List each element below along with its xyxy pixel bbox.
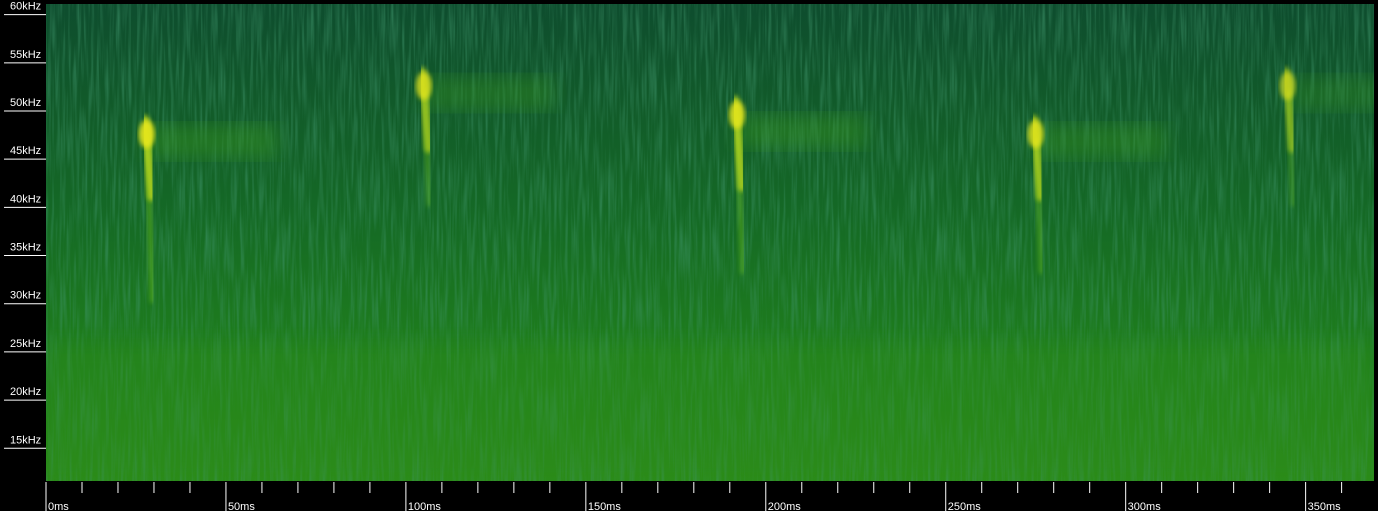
call-mark-2 <box>415 66 554 207</box>
call-peak-1 <box>138 120 155 149</box>
call-echo-3 <box>736 114 867 149</box>
y-tick-label-25: 25kHz <box>10 338 41 350</box>
spectrogram-plot <box>46 4 1374 481</box>
x-tick-label-200: 200ms <box>768 501 802 511</box>
call-mark-3 <box>728 95 867 274</box>
call-peak-5 <box>1279 71 1296 100</box>
call-peak-3 <box>728 100 745 129</box>
x-tick-label-100: 100ms <box>408 501 442 511</box>
call-echo-4 <box>1035 124 1166 159</box>
call-mark-1 <box>138 115 277 303</box>
y-tick-label-35: 35kHz <box>10 242 41 254</box>
x-tick-label-300: 300ms <box>1128 501 1162 511</box>
call-layer <box>46 66 1374 481</box>
y-tick-label-40: 40kHz <box>10 193 41 205</box>
x-tick-label-150: 150ms <box>588 501 622 511</box>
y-tick-label-55: 55kHz <box>10 49 41 61</box>
call-mark-5 <box>1279 66 1374 207</box>
y-tick-label-60: 60kHz <box>10 1 41 13</box>
x-tick-label-50: 50ms <box>228 501 255 511</box>
x-tick-label-350: 350ms <box>1308 501 1342 511</box>
y-tick-label-20: 20kHz <box>10 386 41 398</box>
y-tick-label-45: 45kHz <box>10 145 41 157</box>
call-peak-4 <box>1027 120 1044 149</box>
x-tick-label-0: 0ms <box>48 501 69 511</box>
x-axis-background <box>0 481 1378 511</box>
call-echo-5 <box>1287 76 1374 110</box>
call-mark-4 <box>1027 115 1166 274</box>
call-echo-2 <box>423 76 554 110</box>
y-axis: 60kHz 55kHz 50kHz 45kHz 40kHz 35kHz 30kHz 25kHz… <box>0 0 46 511</box>
y-tick-label-50: 50kHz <box>10 97 41 109</box>
y-tick-label-15: 15kHz <box>10 434 41 446</box>
y-tick-label-30: 30kHz <box>10 290 41 302</box>
call-echo-1 <box>146 124 277 159</box>
x-axis: 0ms 50ms 100ms 150ms 200ms 250ms 300ms 350ms <box>0 481 1378 511</box>
call-peak-2 <box>415 71 432 100</box>
low-frequency-noise-band <box>46 341 1374 481</box>
x-tick-label-250: 250ms <box>948 501 982 511</box>
